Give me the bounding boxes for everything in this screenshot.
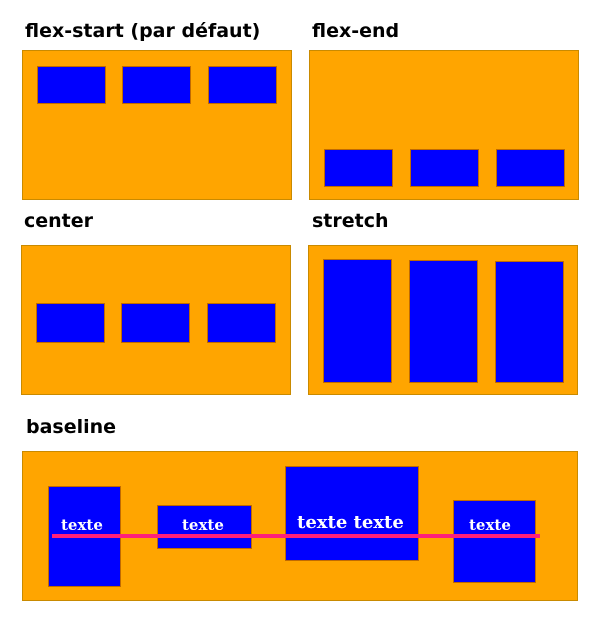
flex-start-container — [22, 50, 292, 200]
flex-end-item-3 — [496, 149, 565, 187]
center-item-3 — [207, 303, 276, 343]
flex-end-item-2 — [410, 149, 479, 187]
stretch-container — [308, 245, 578, 395]
stretch-item-1 — [323, 259, 392, 383]
center-item-1 — [36, 303, 105, 343]
baseline-item-4-text: texte — [469, 516, 511, 534]
baseline-item-2-text: texte — [182, 516, 224, 534]
flex-start-title: flex-start (par défaut) — [25, 20, 261, 42]
flex-start-item-3 — [208, 66, 277, 104]
center-title: center — [24, 210, 94, 232]
flex-start-item-2 — [122, 66, 191, 104]
center-container — [21, 245, 291, 395]
baseline-line — [52, 534, 540, 538]
stretch-title: stretch — [312, 210, 389, 232]
baseline-container — [22, 451, 578, 601]
flex-end-item-1 — [324, 149, 393, 187]
flex-end-container — [309, 50, 579, 200]
flex-end-title: flex-end — [312, 20, 400, 42]
flex-start-item-1 — [37, 66, 106, 104]
baseline-item-4 — [453, 500, 536, 583]
baseline-item-1-text: texte — [61, 516, 103, 534]
stretch-item-3 — [495, 261, 564, 383]
baseline-item-2 — [157, 505, 252, 549]
center-item-2 — [121, 303, 190, 343]
baseline-title: baseline — [26, 416, 117, 438]
stretch-item-2 — [409, 260, 478, 383]
baseline-item-3-text: texte texte — [297, 512, 404, 533]
baseline-item-3 — [285, 466, 419, 561]
